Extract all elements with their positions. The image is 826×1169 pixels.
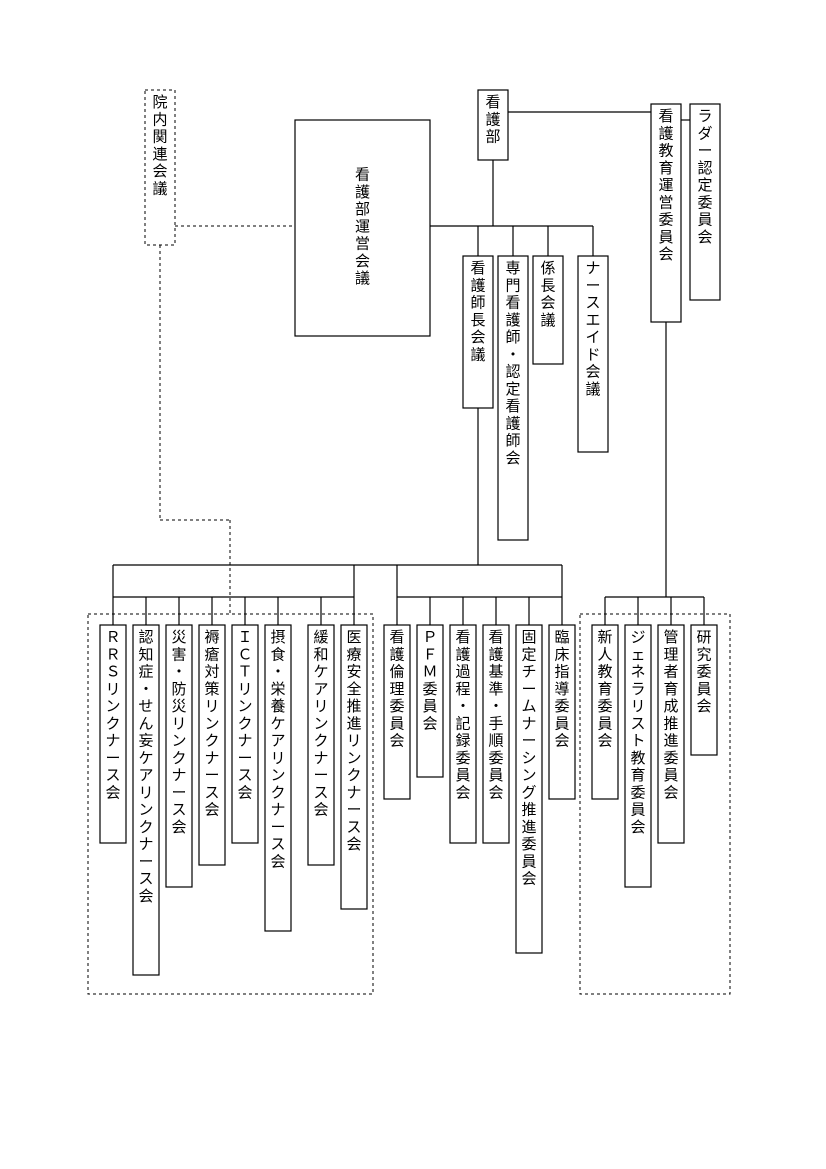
label: 看護部運営会議 — [355, 167, 370, 288]
label: 係長会議 — [540, 260, 555, 329]
label: 緩和ケアリンクナース会 — [313, 629, 328, 819]
label: 固定チームナーシング推進委員会 — [521, 629, 536, 888]
org-chart: 院内関連会議 看護部看護部運営会議 看護教育運営委員会 ラダー認定委員会看護師長会議 専… — [0, 0, 826, 1169]
label: 新人教育委員会 — [597, 629, 612, 750]
label: ＰＦＭ委員会 — [422, 629, 437, 732]
label: 研究委員会 — [696, 629, 711, 715]
label: 災害・防災リンクナース会 — [171, 629, 186, 836]
label: 院内関連会議 — [152, 93, 167, 197]
label: ジェネラリスト教育委員会 — [630, 629, 645, 836]
label: 摂食・栄養ケアリンクナース会 — [270, 629, 285, 870]
label: 看護過程・記録委員会 — [455, 629, 470, 801]
label: ＩＣＴリンクナース会 — [237, 629, 252, 801]
label: 看護部 — [485, 94, 500, 146]
label: 専門看護師・認定看護師会 — [505, 260, 520, 467]
label: 管理者育成推進委員会 — [663, 629, 678, 801]
label: 褥瘡対策リンクナース会 — [204, 629, 219, 819]
label: 臨床指導委員会 — [554, 629, 569, 750]
label: 看護倫理委員会 — [389, 629, 404, 750]
label: 看護師長会議 — [470, 260, 485, 363]
label: ＲＲＳリンクナース会 — [105, 629, 120, 801]
label: 認知症・せん妄ケアリンクナース会 — [138, 629, 153, 905]
label: 看護教育運営委員会 — [658, 108, 673, 263]
label: 看護基準・手順委員会 — [488, 629, 503, 801]
label: ラダー認定委員会 — [697, 108, 712, 246]
label: ナースエイド会議 — [585, 260, 600, 398]
label: 医療安全推進リンクナース会 — [346, 629, 361, 853]
